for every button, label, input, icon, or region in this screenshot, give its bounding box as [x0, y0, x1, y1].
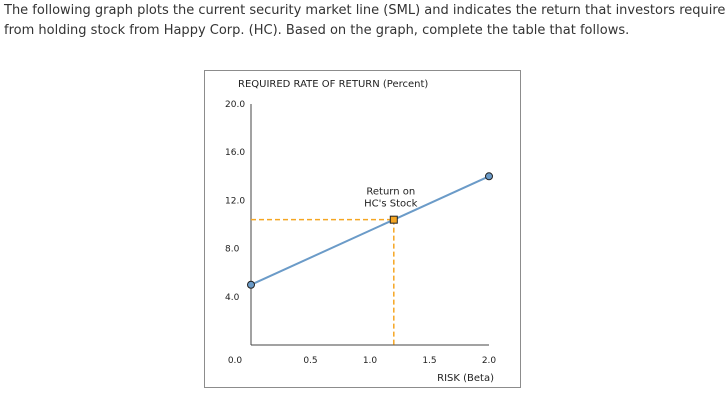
chart-title: REQUIRED RATE OF RETURN (Percent)	[238, 79, 428, 90]
annotation-line-2: HC's Stock	[364, 199, 418, 210]
y-tick-label: 16.0	[225, 148, 245, 158]
sml-chart: REQUIRED RATE OF RETURN (Percent) 4.0 8.0…	[204, 70, 521, 388]
hc-stock-marker[interactable]	[389, 215, 398, 224]
sml-start-point[interactable]	[247, 280, 255, 289]
y-tick-labels: 4.0 8.0 12.0 16.0 20.0	[225, 100, 245, 303]
x-axis-label: RISK (Beta)	[437, 373, 494, 384]
x-tick-label: 0.5	[303, 356, 317, 366]
x-tick-label: 0.0	[228, 356, 243, 366]
y-tick-label: 4.0	[225, 293, 240, 303]
y-tick-label: 20.0	[225, 100, 245, 110]
x-tick-label: 2.0	[482, 356, 497, 366]
x-tick-label: 1.0	[363, 356, 378, 366]
intro-text: The following graph plots the current se…	[4, 3, 726, 38]
sml-end-point[interactable]	[485, 172, 493, 181]
x-tick-label: 1.5	[422, 356, 436, 366]
y-tick-label: 8.0	[225, 245, 240, 255]
x-tick-labels: 0.0 0.5 1.0 1.5 2.0	[228, 356, 497, 366]
chart-svg: REQUIRED RATE OF RETURN (Percent) 4.0 8.0…	[225, 79, 497, 384]
sml-line	[250, 175, 490, 286]
y-tick-label: 12.0	[225, 196, 245, 206]
annotation-line-1: Return on	[366, 187, 415, 198]
